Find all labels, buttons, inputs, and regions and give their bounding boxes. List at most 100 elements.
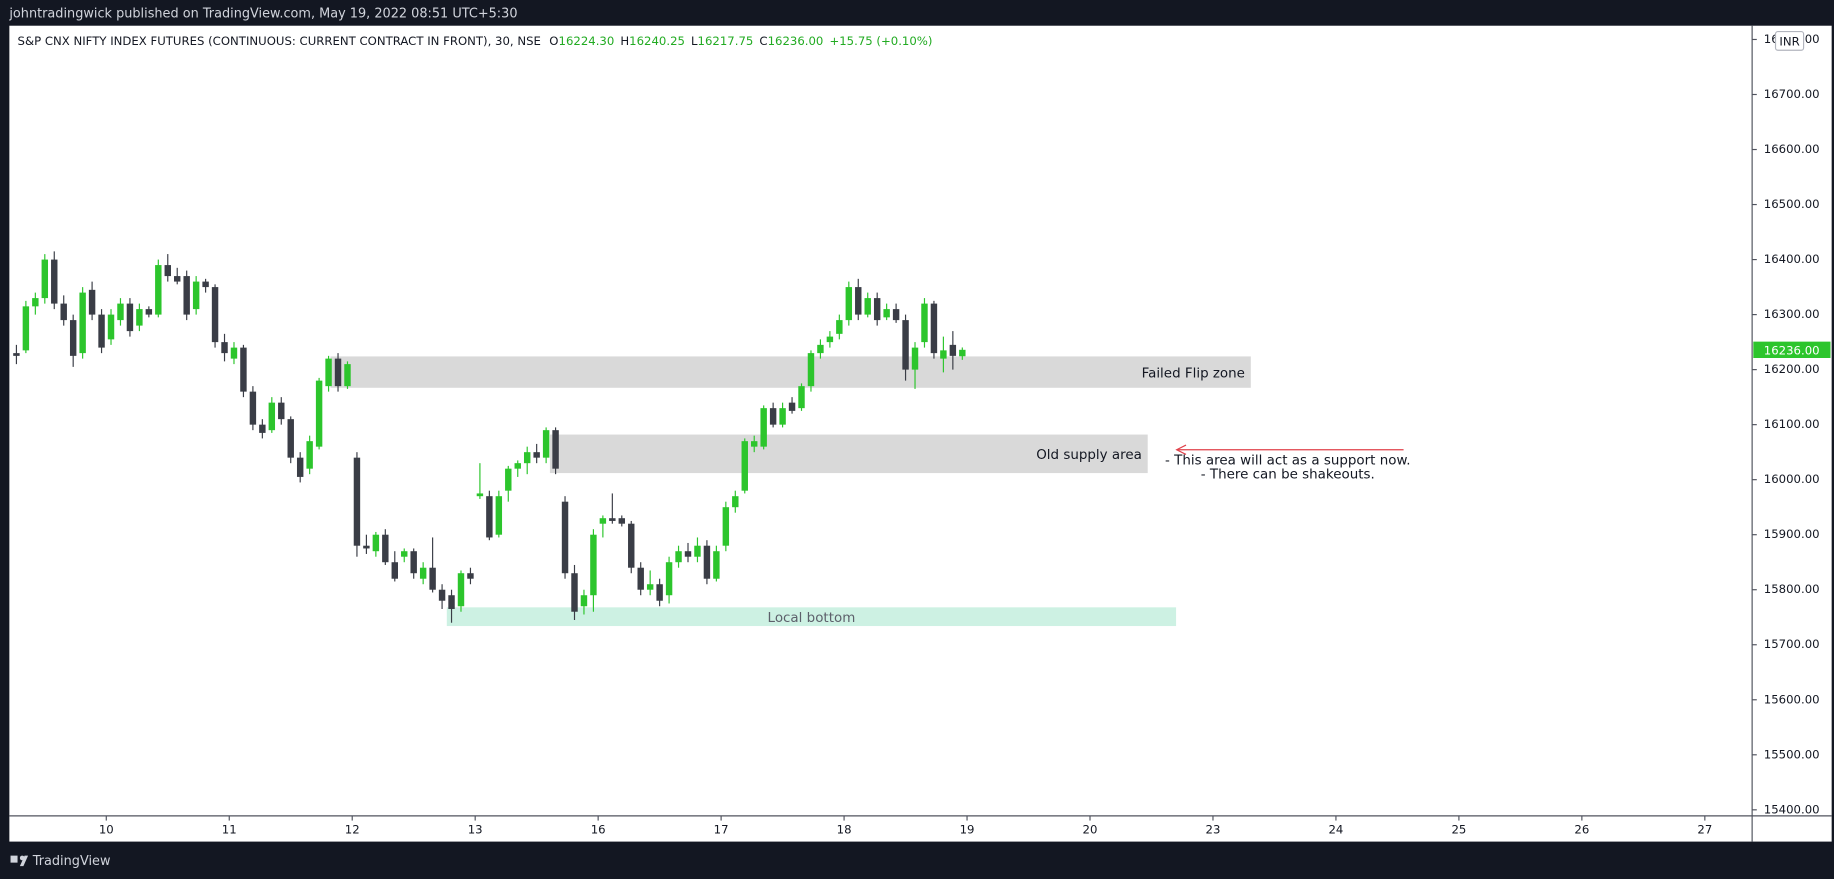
ohlc-key: L [691, 33, 698, 47]
zone-label: Old supply area [1036, 448, 1142, 463]
candle-body [287, 419, 294, 458]
ohlc-value: 16217.75 [698, 33, 754, 47]
candle-body [98, 314, 105, 348]
zone-label: Failed Flip zone [1142, 366, 1245, 381]
x-tick-label: 10 [99, 822, 114, 836]
candle-body [637, 567, 644, 590]
candle-body [533, 452, 540, 458]
candle-body [911, 347, 919, 370]
candle-body [202, 281, 209, 288]
x-tick-label: 24 [1328, 822, 1343, 836]
candle-body [646, 584, 654, 590]
candle-body [107, 314, 115, 340]
chart-pane [9, 25, 1832, 842]
candle-body [457, 573, 465, 607]
candle-body [410, 551, 417, 574]
currency-badge [1774, 30, 1805, 51]
candle-body [51, 259, 58, 304]
x-tick-label: 13 [468, 822, 483, 836]
y-tick-label: 15900.00 [1764, 527, 1820, 541]
candle-body [476, 493, 484, 497]
candle-body [855, 287, 862, 315]
candle-body [732, 496, 739, 508]
last-price-label: 16236.00 [1764, 343, 1820, 357]
candle-body [788, 402, 796, 411]
candle-body [836, 320, 843, 334]
candle-body [940, 350, 947, 359]
x-tick-label: 18 [837, 822, 852, 836]
candle-body [429, 567, 436, 590]
candle-body [921, 303, 928, 343]
candle-body [542, 430, 550, 458]
candle-body [959, 349, 966, 357]
candle-body [609, 518, 616, 521]
ohlc-value: 16240.25 [629, 33, 685, 47]
candle-body [675, 551, 682, 563]
candle-body [713, 551, 720, 579]
candle-body [69, 320, 77, 356]
candle-body [230, 347, 238, 359]
y-tick-label: 16000.00 [1764, 472, 1820, 486]
candle-body [344, 364, 351, 387]
annotation: - There can be shakeouts. [1201, 467, 1375, 482]
candle-body [126, 303, 134, 332]
candle-body [60, 303, 67, 321]
candle-body [817, 344, 824, 354]
candle-body [580, 595, 588, 607]
candle-body [353, 457, 361, 546]
candle-body [13, 353, 20, 356]
plot: Failed Flip zone Old supply area Local bot… [13, 251, 1410, 627]
candle-body [514, 463, 521, 469]
candle-body [883, 309, 890, 318]
candle-body [249, 391, 257, 425]
candle-body [845, 287, 853, 321]
x-tick-label: 20 [1083, 822, 1098, 836]
currency: INR [1779, 35, 1799, 49]
x-tick-label: 26 [1574, 822, 1589, 836]
candle-body [22, 306, 30, 351]
candle-body [618, 518, 626, 524]
y-tick-label: 15400.00 [1764, 802, 1820, 816]
candle-body [892, 309, 900, 321]
candle-body [684, 551, 692, 557]
y-tick-label: 16600.00 [1764, 142, 1820, 156]
candle-body [192, 281, 200, 310]
candle-body [722, 507, 730, 546]
candle-body [495, 496, 503, 535]
x-tick-label: 19 [960, 822, 975, 836]
candle-body [741, 441, 748, 491]
candle-body [117, 303, 124, 321]
footer: TradingView [32, 854, 111, 869]
candle-body [155, 265, 162, 315]
zone [446, 607, 1177, 627]
candle-body [334, 358, 342, 387]
candle-body [769, 408, 777, 425]
candle-body [599, 518, 607, 524]
x-tick-label: 23 [1206, 822, 1221, 836]
candle-body [665, 562, 673, 596]
candle-body [174, 276, 181, 282]
candle-body [325, 358, 332, 387]
x-tick-label: 16 [591, 822, 606, 836]
candle-body [628, 523, 635, 568]
candle-body [807, 353, 815, 387]
candle-body [703, 545, 711, 579]
zone [549, 434, 1148, 474]
change: +15.75 (+0.10%) [829, 33, 932, 47]
candle-body [382, 534, 389, 563]
candle-body [79, 292, 86, 354]
candle-body [760, 408, 767, 447]
y-tick-label: 15700.00 [1764, 637, 1820, 651]
candle-body [372, 534, 380, 552]
legend: S&P CNX NIFTY INDEX FUTURES (CONTINUOUS:… [18, 33, 933, 47]
candle-body [278, 402, 285, 420]
candle-body [401, 551, 408, 557]
candle-body [268, 402, 276, 431]
candle-body [930, 303, 938, 354]
y-tick-label: 16300.00 [1764, 307, 1820, 321]
candle-body [694, 545, 701, 557]
ohlc-value: 16236.00 [768, 33, 824, 47]
candle-body [949, 344, 957, 356]
